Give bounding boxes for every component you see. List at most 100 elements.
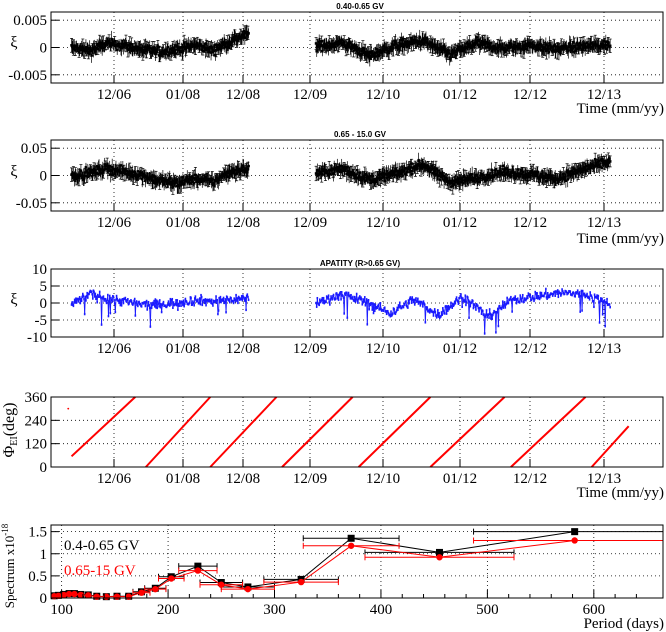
data-point: [385, 177, 389, 180]
data-point: [473, 43, 476, 47]
data-point: [485, 46, 488, 49]
data-point: [153, 175, 157, 179]
data-point: [96, 47, 100, 51]
data-point: [485, 173, 489, 177]
data-point: [378, 176, 382, 179]
data-point: [115, 43, 118, 47]
data-point: [154, 182, 157, 185]
data-point: [492, 175, 496, 179]
data-point: [354, 47, 358, 51]
data-point: [474, 39, 478, 42]
data-point: [420, 39, 424, 42]
data-point: [360, 49, 363, 53]
y-tick-label: 0: [40, 169, 48, 185]
data-point: [177, 48, 181, 52]
data-point: [475, 179, 479, 183]
data-point: [482, 174, 485, 177]
data-point: [139, 47, 143, 50]
data-point: [106, 298, 108, 301]
data-point: [135, 175, 138, 179]
data-point: [226, 175, 230, 178]
data-point: [346, 45, 350, 49]
data-point: [73, 48, 77, 52]
data-point: [98, 168, 101, 172]
data-point: [180, 182, 183, 186]
data-point: [90, 174, 94, 178]
data-point: [379, 302, 382, 305]
data-point: [110, 165, 114, 169]
data-point: [376, 53, 380, 56]
data-point: [186, 180, 190, 184]
data-point: [394, 169, 398, 173]
data-point: [392, 173, 396, 176]
data-point: [578, 44, 581, 48]
data-point: [142, 50, 146, 53]
data-point: [535, 173, 539, 176]
data-point: [336, 166, 339, 169]
data-point: [221, 174, 225, 178]
data-point: [246, 33, 249, 37]
data-point: [339, 170, 342, 174]
x-axis-title: Time (mm/yy): [577, 101, 664, 117]
data-point: [139, 173, 142, 177]
data-point: [229, 173, 232, 176]
data-point: [130, 172, 133, 176]
data-point: [231, 171, 235, 175]
data-point: [214, 53, 217, 57]
data-point: [180, 45, 183, 49]
data-point: [180, 304, 182, 307]
data-point: [170, 48, 174, 52]
data-point: [319, 44, 323, 47]
data-point: [127, 298, 129, 301]
data-point: [73, 298, 76, 301]
data-point: [442, 179, 446, 182]
data-point: [444, 49, 448, 53]
data-point: [123, 170, 127, 173]
data-point: [92, 47, 96, 50]
data-point: [214, 176, 218, 179]
data-point: [73, 177, 76, 180]
data-point: [239, 172, 242, 176]
data-point: [558, 49, 562, 53]
data-point: [110, 298, 113, 302]
data-point: [207, 47, 210, 51]
data-point: [597, 159, 601, 163]
data-point: [113, 172, 117, 176]
data-point: [170, 51, 173, 55]
data-point: [122, 171, 126, 175]
data-point: [585, 41, 589, 44]
data-point: [207, 50, 211, 54]
data-point: [380, 176, 383, 180]
data-point: [338, 293, 340, 297]
data-point: [73, 173, 77, 176]
data-point: [521, 170, 525, 174]
data-point: [574, 49, 578, 53]
data-point: [598, 46, 602, 50]
data-point: [421, 37, 425, 40]
data-point: [568, 43, 572, 46]
data-point: [488, 44, 491, 47]
data-point: [355, 168, 359, 172]
data-point: [329, 42, 333, 46]
data-point: [236, 38, 240, 42]
data-point: [231, 39, 235, 42]
data-point: [84, 166, 88, 169]
data-point: [224, 298, 227, 301]
data-point: [512, 43, 516, 47]
data-point: [400, 306, 403, 310]
data-point: [85, 299, 87, 302]
data-point: [493, 45, 496, 48]
data-point: [85, 170, 89, 173]
data-point: [120, 299, 122, 302]
data-point: [432, 167, 435, 170]
data-point: [590, 41, 593, 45]
data-point: [483, 42, 487, 46]
data-point: [235, 172, 238, 175]
data-point: [120, 42, 124, 46]
data-point: [190, 175, 194, 179]
data-point: [77, 46, 80, 50]
data-point: [522, 176, 525, 179]
data-point: [523, 174, 527, 177]
data-point: [219, 47, 222, 50]
data-point: [214, 299, 217, 303]
